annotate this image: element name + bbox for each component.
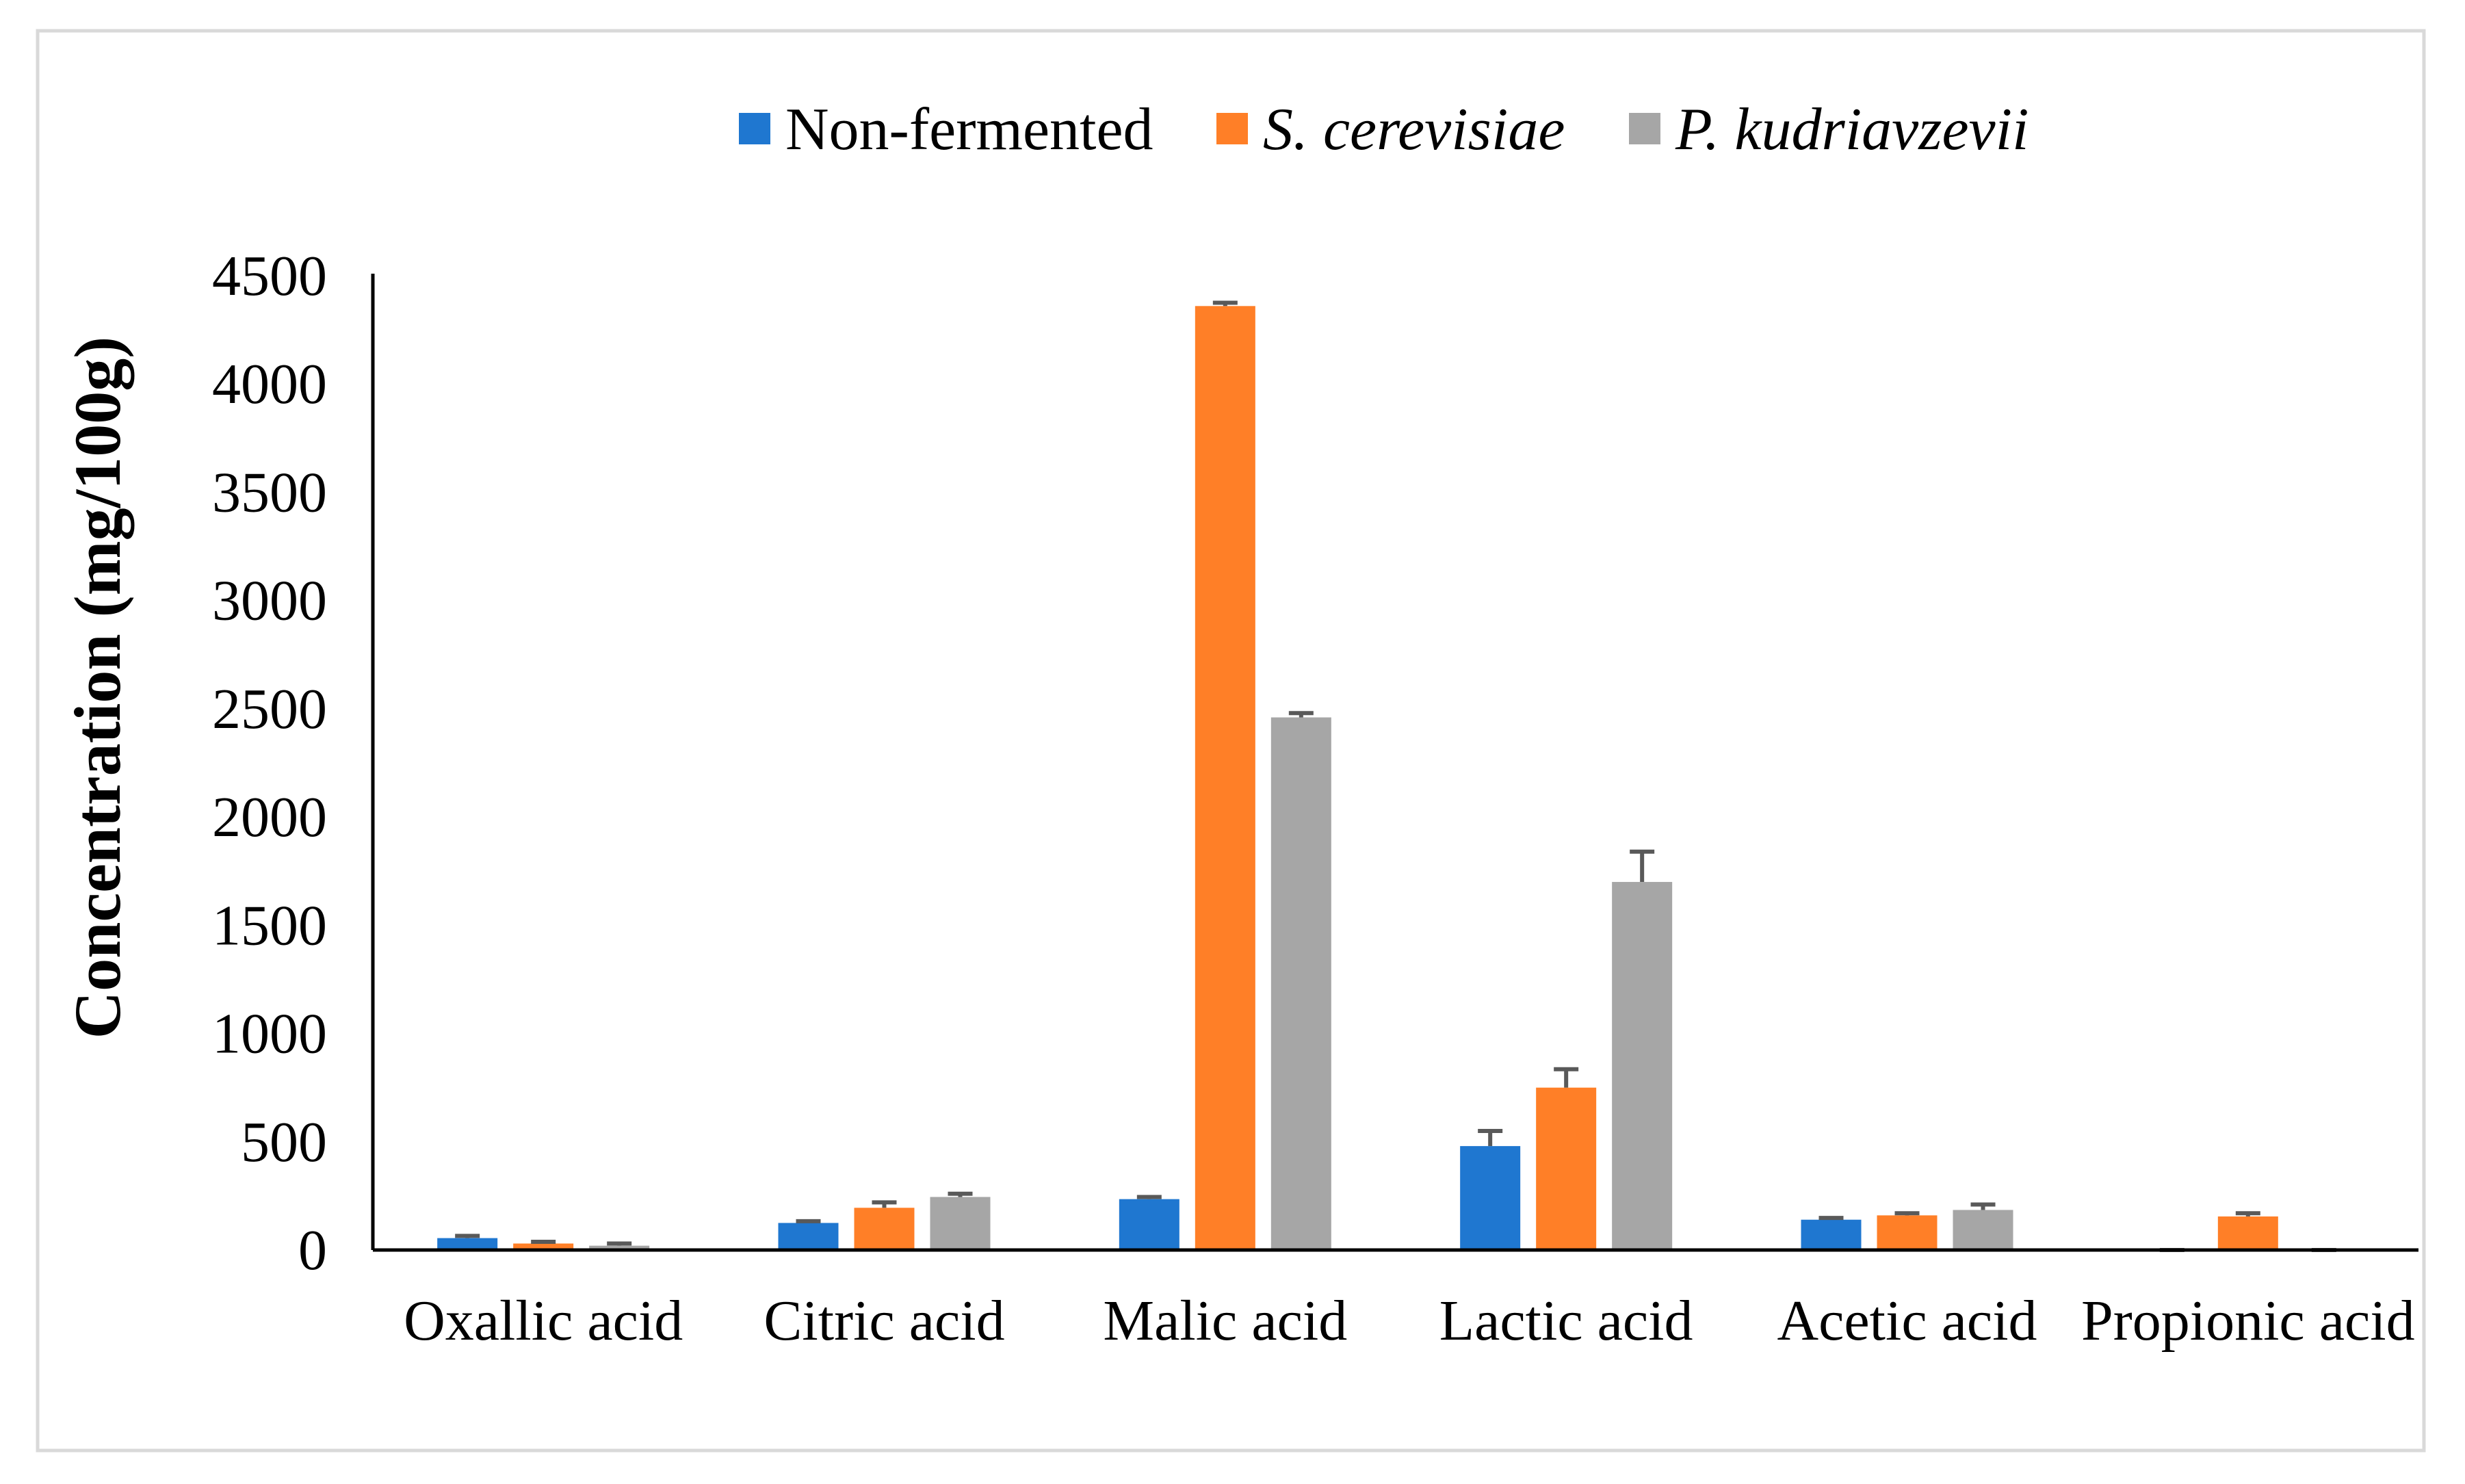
bars <box>437 306 2278 1250</box>
y-axis-title: Concentration (mg/100g) <box>61 337 134 1039</box>
bar <box>1877 1215 1938 1250</box>
x-category-label: Malic acid <box>1103 1289 1347 1353</box>
legend-swatch <box>739 113 770 144</box>
legend: Non-fermented S. cerevisiae P. kudriavzevi… <box>739 96 2029 163</box>
legend-swatch <box>1216 113 1248 144</box>
x-category-label: Citric acid <box>764 1289 1004 1353</box>
y-tick-label: 2500 <box>212 677 327 741</box>
y-axis-ticks: 0 500 1000 1500 2000 2500 3000 3500 4000 4500 <box>212 244 327 1282</box>
bar <box>854 1208 915 1250</box>
bar <box>930 1197 991 1250</box>
bar <box>513 1243 574 1250</box>
x-category-label: Propionic acid <box>2081 1289 2415 1353</box>
legend-swatch <box>1629 113 1660 144</box>
y-tick-label: 2000 <box>212 785 327 849</box>
bar <box>1460 1146 1521 1250</box>
y-tick-label: 4000 <box>212 352 327 416</box>
legend-label: S. cerevisiae <box>1263 96 1565 163</box>
bar <box>1801 1219 1862 1250</box>
y-tick-label: 500 <box>241 1110 327 1174</box>
y-tick-label: 1500 <box>212 894 327 957</box>
bar <box>1195 306 1255 1250</box>
y-tick-label: 0 <box>298 1219 327 1282</box>
y-tick-label: 3500 <box>212 460 327 524</box>
bar <box>1612 882 1673 1250</box>
bar <box>1119 1199 1179 1250</box>
y-tick-label: 4500 <box>212 244 327 308</box>
x-category-label: Lactic acid <box>1439 1289 1693 1353</box>
y-tick-label: 1000 <box>212 1002 327 1066</box>
bar <box>778 1223 839 1250</box>
legend-label: Non-fermented <box>785 96 1153 163</box>
x-category-label: Acetic acid <box>1777 1289 2037 1353</box>
x-axis-labels: Oxallic acid Citric acid Malic acid Lactic … <box>404 1289 2415 1353</box>
x-category-label: Oxallic acid <box>404 1289 683 1353</box>
bar <box>2217 1216 2278 1250</box>
bar <box>589 1245 650 1250</box>
legend-label: P. kudriavzevii <box>1675 96 2029 163</box>
bar <box>1536 1087 1597 1250</box>
y-tick-label: 3000 <box>212 569 327 633</box>
bar <box>1270 717 1331 1250</box>
bar <box>437 1238 498 1250</box>
bar <box>1953 1210 2013 1250</box>
